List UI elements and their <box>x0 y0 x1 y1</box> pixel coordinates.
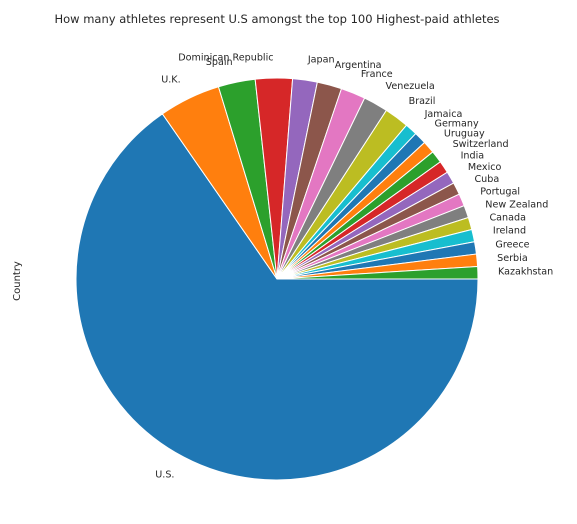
pie-label-serbia: Serbia <box>497 253 528 264</box>
pie-label-japan: Japan <box>307 55 335 66</box>
y-axis-label: Country <box>12 261 23 301</box>
pie-label-switzerland: Switzerland <box>453 139 509 150</box>
pie-label-venezuela: Venezuela <box>386 81 435 92</box>
pie-label-new-zealand: New Zealand <box>485 199 548 210</box>
pie-label-india: India <box>461 150 485 161</box>
pie-label-argentina: Argentina <box>335 60 382 71</box>
pie-label-spain: Spain <box>206 57 233 68</box>
pie-label-germany: Germany <box>435 118 479 129</box>
pie-label-kazakhstan: Kazakhstan <box>498 267 553 278</box>
pie-slices <box>75 77 479 481</box>
pie-label-u-s: U.S. <box>155 469 174 480</box>
pie-label-portugal: Portugal <box>480 187 520 198</box>
pie-slice-kazakhstan <box>276 265 479 280</box>
pie-label-jamaica: Jamaica <box>424 109 463 120</box>
chart-title: How many athletes represent U.S amongst … <box>54 12 499 26</box>
pie-label-uruguay: Uruguay <box>444 128 485 139</box>
pie-slice-u-s <box>75 113 479 481</box>
pie-label-u-k: U.K. <box>161 75 180 86</box>
pie-label-brazil: Brazil <box>409 96 436 107</box>
pie-label-greece: Greece <box>495 239 529 250</box>
pie-label-cuba: Cuba <box>474 174 499 185</box>
pie-label-mexico: Mexico <box>468 162 502 173</box>
pie-label-ireland: Ireland <box>493 226 526 237</box>
pie-label-canada: Canada <box>489 212 526 223</box>
pie-label-dominican-republic: Dominican Republic <box>178 52 273 63</box>
pie-label-france: France <box>361 69 393 80</box>
